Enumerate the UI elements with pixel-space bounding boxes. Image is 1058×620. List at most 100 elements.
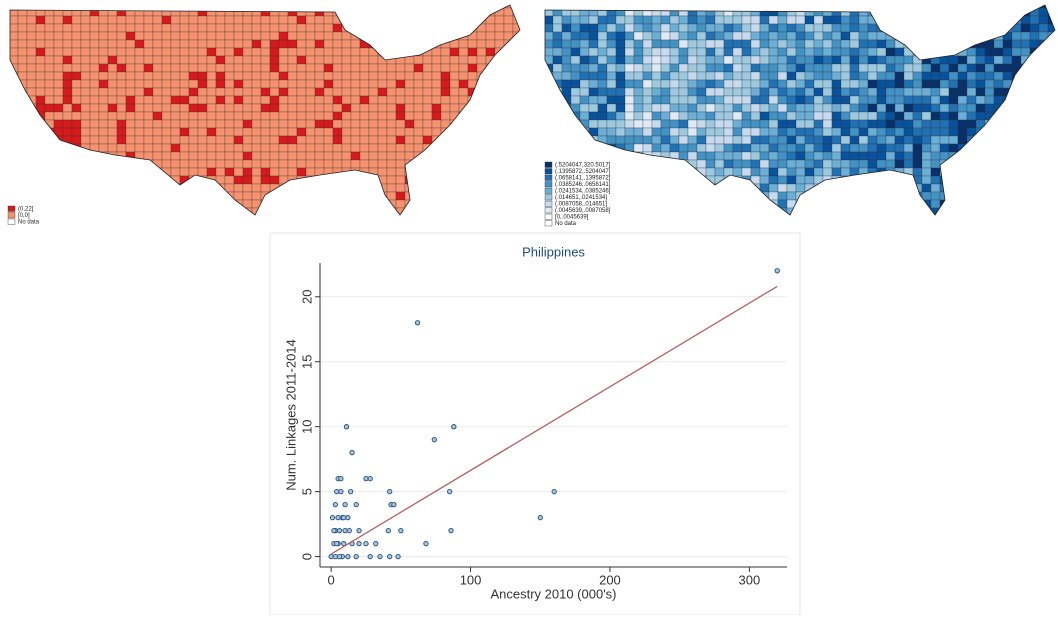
county [189,160,198,168]
county [405,120,414,128]
county [760,128,769,136]
county [468,184,477,192]
county [922,88,931,96]
county [360,200,369,208]
county [994,184,1003,192]
county [688,72,697,80]
county [9,136,18,144]
county [198,200,207,208]
county [1048,48,1057,56]
county [72,192,81,200]
county [360,208,369,216]
county [171,0,180,8]
county [297,184,306,192]
county [198,8,207,16]
county [1012,192,1021,200]
county [922,112,931,120]
county [859,72,868,80]
county [1039,48,1048,56]
county [468,8,477,16]
county [153,224,162,232]
county [724,32,733,40]
county [733,152,742,160]
county [63,64,72,72]
county [895,80,904,88]
county [171,32,180,40]
county [324,104,333,112]
county [342,160,351,168]
county [234,16,243,24]
county [432,184,441,192]
county [931,16,940,24]
county [207,96,216,104]
county [643,32,652,40]
county [459,152,468,160]
county [126,120,135,128]
county [36,8,45,16]
county [378,96,387,104]
county [414,56,423,64]
county [477,80,486,88]
legend-swatch [545,169,552,175]
county [468,56,477,64]
county [513,144,522,152]
county [117,120,126,128]
county [252,152,261,160]
county [306,40,315,48]
county [652,16,661,24]
county [126,32,135,40]
county [742,128,751,136]
county [634,0,643,8]
county [315,120,324,128]
county [36,144,45,152]
county [396,144,405,152]
county [54,48,63,56]
county [697,160,706,168]
county [661,192,670,200]
county [432,64,441,72]
county [994,72,1003,80]
county [243,216,252,224]
county [81,80,90,88]
county [904,136,913,144]
county [297,216,306,224]
county [778,168,787,176]
county [387,48,396,56]
county [0,88,9,96]
county [931,136,940,144]
county [886,56,895,64]
county [216,208,225,216]
county [913,136,922,144]
county [207,80,216,88]
county [63,80,72,88]
county [315,208,324,216]
county [162,32,171,40]
county [0,56,9,64]
county [144,48,153,56]
county [72,160,81,168]
county [1048,184,1057,192]
county [1048,112,1057,120]
county [441,72,450,80]
county [225,104,234,112]
county [706,8,715,16]
county [670,168,679,176]
county [450,48,459,56]
county [0,72,9,80]
county [153,88,162,96]
county [931,32,940,40]
county [1048,120,1057,128]
county [378,24,387,32]
county [27,40,36,48]
county [625,128,634,136]
county [643,160,652,168]
county [751,40,760,48]
county [715,56,724,64]
county [261,144,270,152]
county [670,104,679,112]
county [441,192,450,200]
county [895,16,904,24]
county [135,144,144,152]
county [589,72,598,80]
county [81,104,90,112]
